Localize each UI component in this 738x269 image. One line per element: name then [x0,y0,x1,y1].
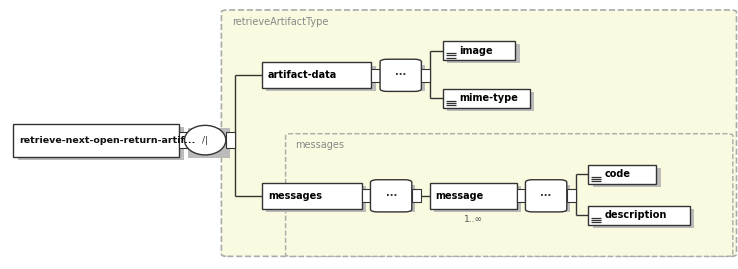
Bar [262,183,362,209]
Bar [179,132,188,148]
FancyBboxPatch shape [286,134,733,256]
Text: retrieve-next-open-return-artif...: retrieve-next-open-return-artif... [19,136,196,145]
Bar [517,189,525,202]
Text: retrieveArtifactType: retrieveArtifactType [232,16,328,27]
Text: ···: ··· [540,191,552,201]
Text: messages: messages [268,191,322,201]
Bar [593,168,661,187]
Ellipse shape [184,125,226,155]
Bar [226,132,235,148]
Text: /|: /| [202,136,208,145]
Bar [421,69,430,82]
FancyBboxPatch shape [380,59,421,91]
Bar [588,165,656,184]
Bar [447,44,520,63]
Bar [362,189,370,202]
Bar [412,189,421,202]
Text: ···: ··· [395,70,407,80]
Bar [371,69,380,82]
Bar [443,89,530,108]
Bar [374,185,415,212]
Bar [588,206,690,225]
Text: mime-type: mime-type [459,93,518,104]
FancyBboxPatch shape [370,180,412,212]
Bar [434,186,521,212]
Bar [266,66,376,91]
FancyBboxPatch shape [221,10,737,256]
Bar [188,128,230,158]
Text: code: code [604,169,630,179]
Bar [443,41,515,60]
FancyBboxPatch shape [525,180,567,212]
Text: message: message [435,191,483,201]
Bar [18,127,184,160]
Text: description: description [604,210,667,220]
Bar [447,92,534,111]
Bar [529,185,570,212]
Text: messages: messages [295,140,344,150]
Text: ···: ··· [385,191,397,201]
Bar [384,65,425,91]
Bar [266,186,366,212]
Bar [567,189,576,202]
Text: artifact-data: artifact-data [268,70,337,80]
Bar [430,183,517,209]
Bar [593,209,694,228]
Bar [13,124,179,157]
Text: 1..∞: 1..∞ [463,215,483,224]
Text: image: image [459,45,493,56]
Bar [262,62,371,88]
